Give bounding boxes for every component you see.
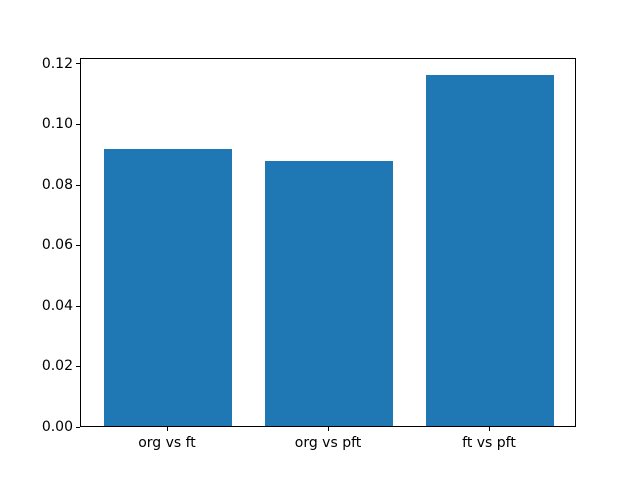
y-tick-label: 0.08 [41,176,73,193]
x-tick-label: org vs ft [138,435,196,451]
x-tick-label: ft vs pft [462,435,516,451]
x-tick-mark [328,427,329,431]
x-tick-mark [489,427,490,431]
y-tick-label: 0.06 [41,237,73,254]
bar-org-vs-ft [103,148,233,426]
y-tick-mark [76,427,80,428]
x-tick-label: org vs pft [294,435,362,451]
bar-org-vs-pft [264,160,394,426]
y-tick-label: 0.10 [41,116,73,132]
y-tick-label: 0.00 [41,419,73,435]
y-tick-label: 0.12 [41,55,73,72]
y-tick-mark [76,306,80,307]
y-tick-mark [76,124,80,125]
bar-ft-vs-pft [425,74,555,426]
y-tick-mark [76,366,80,367]
x-tick-mark [167,427,168,431]
y-tick-mark [76,63,80,64]
bars-layer [81,59,575,426]
y-tick-label: 0.04 [41,297,73,314]
y-tick-mark [76,185,80,186]
y-tick-mark [76,245,80,246]
y-tick-label: 0.02 [41,358,73,375]
plot-area [80,58,576,427]
